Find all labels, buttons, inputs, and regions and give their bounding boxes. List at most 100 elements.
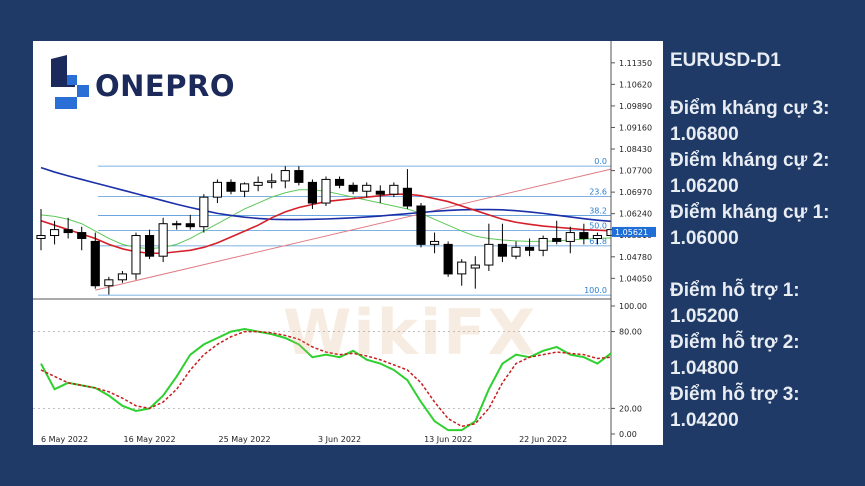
- candle-body: [172, 223, 182, 226]
- osc-tick-label: 20.00: [619, 404, 642, 413]
- price-tick-label: 1.04780: [619, 253, 652, 262]
- candle-body: [389, 184, 399, 195]
- osc-tick-label: 80.00: [619, 328, 642, 337]
- fib-level-label: 23.6: [589, 188, 607, 197]
- candle-body: [199, 196, 209, 228]
- support-1-value: 1.05200: [670, 306, 739, 327]
- symbol-title: EURUSD-D1: [670, 50, 781, 71]
- candle-body: [511, 246, 521, 257]
- trendline-layer: [95, 168, 612, 291]
- candle-body: [362, 184, 372, 192]
- date-label: 25 May 2022: [218, 435, 270, 444]
- candle-body: [185, 223, 195, 228]
- candle-body: [375, 190, 385, 195]
- candle-body: [267, 180, 277, 183]
- candle-body: [321, 178, 331, 204]
- candle-body: [50, 229, 60, 237]
- candle-body: [294, 170, 304, 183]
- candle-body: [63, 229, 73, 234]
- candle-body: [579, 232, 589, 239]
- candle-body: [416, 205, 426, 245]
- osc-tick-label: 100.00: [619, 302, 647, 311]
- candle-body: [525, 246, 535, 251]
- resistance-2-label: Điểm kháng cự 2:: [670, 150, 830, 171]
- price-tick-label: 1.07700: [619, 167, 652, 176]
- current-price-label: 1.05621: [615, 228, 648, 237]
- date-label: 16 May 2022: [123, 435, 175, 444]
- candle-body: [592, 235, 602, 239]
- candle-body: [443, 243, 453, 275]
- candle-body: [538, 237, 548, 251]
- resistance-1-label: Điểm kháng cự 1:: [670, 202, 830, 223]
- resistance-3-value: 1.06800: [670, 124, 739, 145]
- price-tick-label: 1.04050: [619, 274, 652, 283]
- oscillator-layer: 100.00 80.00 20.00 0.00: [33, 302, 647, 439]
- chart-panel: 0.0 23.6 38.2 50.0 61.8 100.0 1.11350 1.10620 1…: [33, 41, 663, 445]
- candle-body: [131, 235, 141, 275]
- fib-level-label: 38.2: [589, 206, 607, 215]
- date-label: 22 Jun 2022: [519, 435, 567, 444]
- fib-level-label: 61.8: [589, 237, 607, 246]
- candle-body: [457, 261, 467, 275]
- brand-name: ONEPRO: [95, 69, 235, 103]
- candle-body: [552, 237, 562, 242]
- date-label: 3 Jun 2022: [318, 435, 361, 444]
- candle-body: [158, 223, 168, 257]
- price-tick-label: 1.10620: [619, 80, 652, 89]
- fibonacci-layer: 0.0 23.6 38.2 50.0 61.8 100.0: [98, 157, 611, 296]
- osc-tick-label: 0.00: [619, 430, 637, 439]
- candle-body: [240, 183, 250, 192]
- support-2-label: Điểm hỗ trợ 2:: [670, 332, 800, 353]
- fib-level-label: 0.0: [594, 157, 607, 166]
- candle-body: [117, 273, 127, 281]
- stochastic-k-line: [40, 328, 612, 432]
- candle-body: [253, 181, 263, 186]
- candle-body: [484, 243, 494, 266]
- price-tick-label: 1.11350: [619, 59, 652, 68]
- price-tick-label: 1.06970: [619, 188, 652, 197]
- candle-body: [565, 232, 575, 242]
- price-tick-label: 1.06240: [619, 210, 652, 219]
- date-axis: 6 May 2022 16 May 2022 25 May 2022 3 Jun 20…: [41, 435, 567, 444]
- watermark: WikiFX: [283, 296, 538, 369]
- support-2-value: 1.04800: [670, 358, 739, 379]
- stochastic-d-line: [40, 330, 612, 428]
- fib-level-label: 100.0: [584, 286, 607, 295]
- candle-body: [212, 181, 223, 198]
- onepro-logo-icon: [51, 55, 89, 109]
- date-label: 13 Jun 2022: [424, 435, 472, 444]
- candles-layer: [36, 166, 616, 295]
- levels-panel: EURUSD-D1 Điểm kháng cự 3: 1.06800 Điểm …: [670, 48, 865, 434]
- fib-level-label: 50.0: [589, 222, 607, 231]
- candle-body: [145, 235, 155, 257]
- resistance-2-value: 1.06200: [670, 176, 739, 197]
- support-3-value: 1.04200: [670, 410, 739, 431]
- candle-body: [497, 243, 508, 257]
- candle-body: [104, 279, 114, 287]
- candle-body: [36, 235, 46, 239]
- candle-body: [470, 264, 480, 269]
- candle-body: [90, 240, 100, 287]
- ma-slow-line: [40, 166, 612, 223]
- resistance-1-value: 1.06000: [670, 228, 739, 249]
- current-price-box: [612, 226, 656, 237]
- price-tick-label: 1.08430: [619, 145, 652, 154]
- candle-body: [348, 184, 358, 192]
- resistance-3-label: Điểm kháng cự 3:: [670, 98, 830, 119]
- brand-logo: ONEPRO: [47, 55, 267, 115]
- candle-body: [226, 181, 236, 192]
- candle-body: [280, 170, 290, 182]
- support-3-label: Điểm hỗ trợ 3:: [670, 384, 800, 405]
- trendline: [95, 168, 612, 291]
- date-label: 6 May 2022: [41, 435, 88, 444]
- price-axis: 1.11350 1.10620 1.09890 1.09160 1.08430 1.077…: [33, 41, 656, 445]
- candle-body: [335, 178, 345, 186]
- candle-body: [77, 232, 87, 239]
- candle-body: [430, 240, 440, 245]
- candle-body: [402, 187, 413, 207]
- price-tick-label: 1.09890: [619, 102, 652, 111]
- support-1-label: Điểm hỗ trợ 1:: [670, 280, 800, 301]
- price-tick-label: 1.09160: [619, 123, 652, 132]
- candle-body: [307, 181, 318, 204]
